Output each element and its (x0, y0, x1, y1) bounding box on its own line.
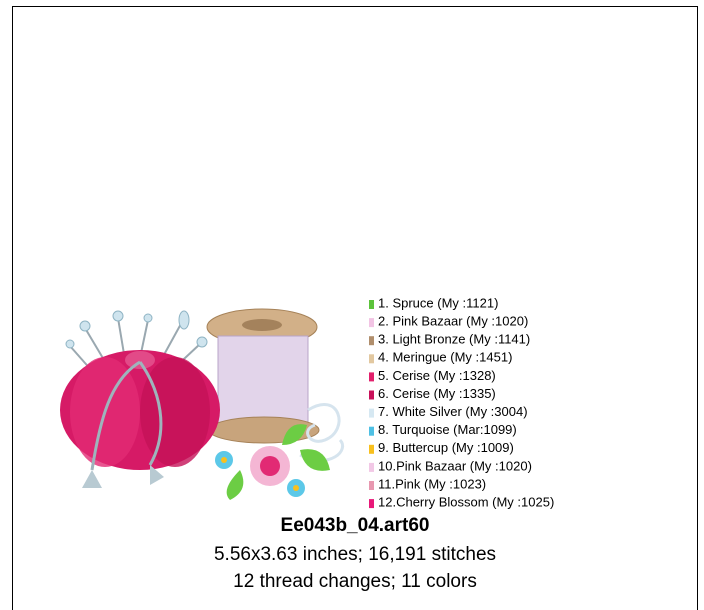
thread-label: 9. Buttercup (My :1009) (378, 440, 514, 455)
thread-swatch (369, 336, 374, 345)
thread-swatch (369, 354, 374, 363)
design-changes: 12 thread changes; 11 colors (233, 571, 477, 592)
thread-label: 8. Turquoise (Mar:1099) (378, 422, 517, 437)
thread-swatch (369, 445, 374, 454)
thread-swatch (369, 318, 374, 327)
design-sheet: 1. Spruce (My :1121) 2. Pink Bazaar (My :… (0, 0, 704, 610)
thread-swatch (369, 300, 374, 309)
thread-swatch (369, 481, 374, 490)
thread-swatch (369, 499, 374, 508)
design-title: Ee043b_04.art60 (281, 515, 430, 536)
thread-swatch (369, 427, 374, 436)
thread-label: 4. Meringue (My :1451) (378, 350, 512, 365)
thread-swatch (369, 409, 374, 418)
thread-swatch (369, 463, 374, 472)
thread-label: 7. White Silver (My :3004) (378, 404, 528, 419)
thread-swatch (369, 372, 374, 381)
thread-label: 5. Cerise (My :1328) (378, 368, 496, 383)
design-size: 5.56x3.63 inches; 16,191 stitches (214, 544, 496, 565)
thread-label: 1. Spruce (My :1121) (378, 295, 498, 310)
thread-label: 10.Pink Bazaar (My :1020) (378, 458, 532, 473)
thread-label: 12.Cherry Blossom (My :1025) (378, 495, 554, 510)
thread-label: 2. Pink Bazaar (My :1020) (378, 314, 528, 329)
thread-label: 6. Cerise (My :1335) (378, 386, 496, 401)
thread-swatch (369, 391, 374, 400)
thread-label: 11.Pink (My :1023) (378, 476, 486, 491)
thread-label: 3. Light Bronze (My :1141) (378, 332, 530, 347)
